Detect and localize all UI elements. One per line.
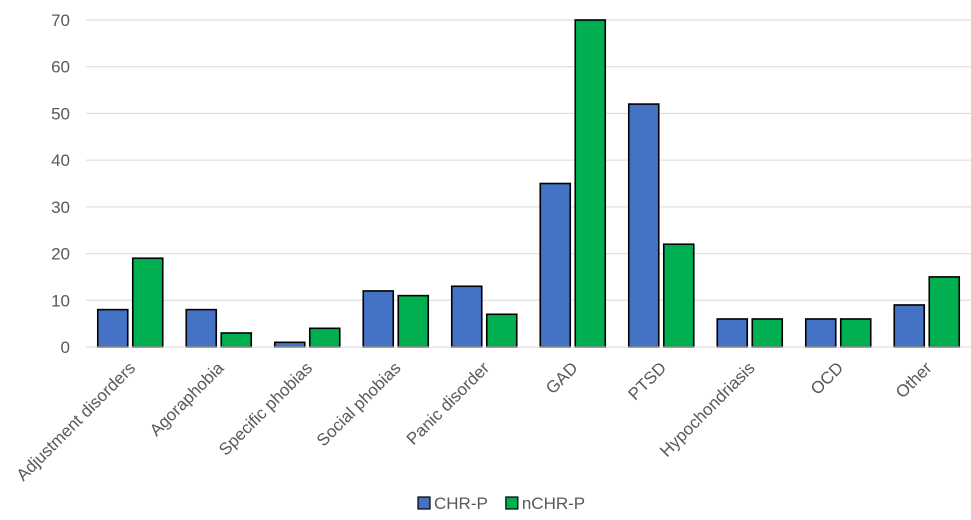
bar-chr-p-4 [362, 290, 395, 348]
bars [96, 19, 961, 348]
bar-nchr-p-9 [839, 318, 872, 348]
y-tick-label: 40 [51, 151, 70, 170]
x-category-label: Other [892, 358, 936, 402]
bar-nchr-p-8 [751, 318, 784, 348]
gridlines [86, 19, 971, 301]
bar-chr-p-9 [804, 318, 837, 348]
bar-nchr-p-7 [662, 243, 695, 348]
bar-chr-p-5 [450, 285, 483, 348]
bar-chr-p-10 [893, 304, 926, 348]
x-category-label: Agoraphobia [146, 358, 228, 440]
bar-nchr-p-10 [928, 276, 961, 348]
y-tick-label: 20 [51, 245, 70, 264]
bar-chr-p-3 [273, 341, 306, 348]
y-tick-label: 0 [61, 338, 70, 357]
x-category-label: PTSD [625, 358, 670, 403]
bar-nchr-p-1 [131, 257, 164, 348]
bar-nchr-p-6 [574, 19, 607, 348]
x-category-label: Adjustment disorders [13, 358, 139, 484]
legend: CHR-P nCHR-P [417, 494, 585, 513]
x-category-label: OCD [807, 358, 847, 398]
y-tick-label: 30 [51, 198, 70, 217]
legend-swatch [505, 496, 519, 510]
y-tick-label: 50 [51, 104, 70, 123]
bar-chr-p-6 [539, 182, 572, 348]
x-category-label: Specific phobias [215, 358, 316, 459]
bar-nchr-p-3 [308, 327, 341, 348]
y-axis-ticks: 0 10 20 30 40 50 60 70 [51, 11, 70, 357]
x-category-label: GAD [542, 358, 581, 397]
bar-nchr-p-4 [397, 294, 430, 348]
legend-swatch [417, 496, 431, 510]
bar-chr-p-2 [185, 308, 218, 348]
y-tick-label: 70 [51, 11, 70, 30]
bar-chr-p-8 [716, 318, 749, 348]
legend-label: nCHR-P [522, 494, 585, 513]
bar-chr-p-1 [96, 308, 129, 348]
x-category-label: Panic disorder [403, 358, 494, 449]
x-category-label: Social phobias [313, 358, 405, 450]
y-tick-label: 60 [51, 58, 70, 77]
bar-chr-p-7 [627, 103, 660, 348]
x-category-label: Hypochondriasis [656, 358, 758, 460]
bar-nchr-p-5 [485, 313, 518, 348]
legend-label: CHR-P [434, 494, 488, 513]
y-tick-label: 10 [51, 291, 70, 310]
x-axis-labels: Adjustment disorders AgoraphobiaSpecific … [13, 358, 936, 485]
bar-nchr-p-2 [220, 332, 253, 348]
